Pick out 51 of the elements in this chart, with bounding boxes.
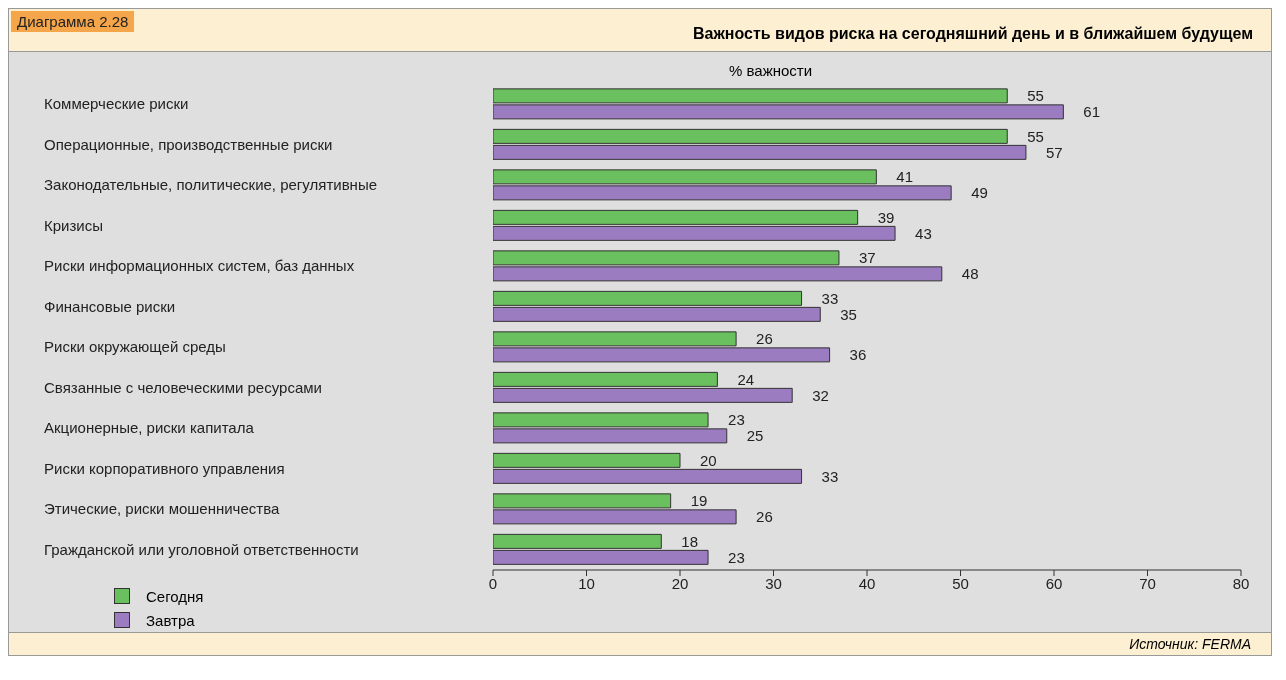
data-label: 23 bbox=[728, 411, 745, 429]
data-label: 18 bbox=[681, 532, 698, 550]
data-label: 36 bbox=[849, 346, 867, 364]
data-label: 19 bbox=[690, 492, 708, 510]
x-tick-label: 30 bbox=[765, 574, 782, 592]
text: Источник: FERMA bbox=[9, 632, 1271, 655]
data-label: 39 bbox=[877, 208, 895, 226]
data-label: 26 bbox=[756, 330, 773, 348]
y-tick-label: Акционерные, риски капитала bbox=[44, 419, 255, 437]
x-tick-label: 80 bbox=[1232, 574, 1250, 592]
x-tick-label: 20 bbox=[671, 574, 689, 592]
x-tick-label: 40 bbox=[858, 574, 876, 592]
data-label: 41 bbox=[896, 168, 914, 186]
y-tick-label: Риски информационных систем, баз данных bbox=[44, 257, 355, 275]
data-label: 35 bbox=[840, 305, 857, 323]
data-label: 55 bbox=[1027, 127, 1044, 145]
data-label: 61 bbox=[1083, 103, 1101, 121]
data-label: 32 bbox=[812, 386, 829, 404]
data-label: 25 bbox=[746, 427, 764, 445]
text: Диаграмма 2.28 bbox=[11, 11, 135, 32]
x-tick-label: 70 bbox=[1139, 574, 1156, 592]
y-tick-label: Операционные, производственные риски bbox=[44, 135, 333, 153]
y-tick-label: Законодательные, политические, регулятивные bbox=[44, 176, 378, 194]
y-tick-label: Этические, риски мошенничества bbox=[44, 500, 280, 518]
x-tick-label: 50 bbox=[952, 574, 969, 592]
x-axis-title: % важности bbox=[729, 62, 813, 79]
data-label: 33 bbox=[821, 289, 839, 307]
x-tick-label: 0 bbox=[488, 574, 498, 592]
data-label: 33 bbox=[821, 467, 839, 485]
y-tick-label: Риски корпоративного управления bbox=[44, 459, 285, 477]
y-tick-label: Риски окружающей среды bbox=[44, 338, 226, 356]
data-label: 26 bbox=[756, 508, 773, 526]
data-label: 23 bbox=[728, 548, 745, 566]
legend-label: Завтра bbox=[146, 611, 195, 629]
data-label: 55 bbox=[1027, 87, 1044, 105]
chart-title: Важность видов риска на сегодняшний день и в ближайшем будущем bbox=[693, 25, 1253, 43]
data-label: 24 bbox=[737, 370, 755, 388]
legend-label: Сегодня bbox=[146, 587, 204, 605]
data-label: 48 bbox=[961, 265, 979, 283]
y-tick-label: Кризисы bbox=[44, 216, 103, 234]
data-label: 43 bbox=[915, 224, 932, 242]
data-label: 57 bbox=[1045, 143, 1063, 161]
y-tick-label: Связанные с человеческими ресурсами bbox=[44, 378, 322, 396]
y-tick-label: Финансовые риски bbox=[44, 297, 176, 315]
data-label: 37 bbox=[858, 249, 876, 267]
x-tick-label: 60 bbox=[1045, 574, 1063, 592]
data-label: 20 bbox=[700, 451, 717, 469]
y-tick-label: Коммерческие риски bbox=[44, 95, 189, 113]
y-tick-label: Гражданской или уголовной ответственности bbox=[44, 540, 359, 558]
x-tick-label: 10 bbox=[578, 574, 595, 592]
data-label: 49 bbox=[971, 184, 988, 202]
